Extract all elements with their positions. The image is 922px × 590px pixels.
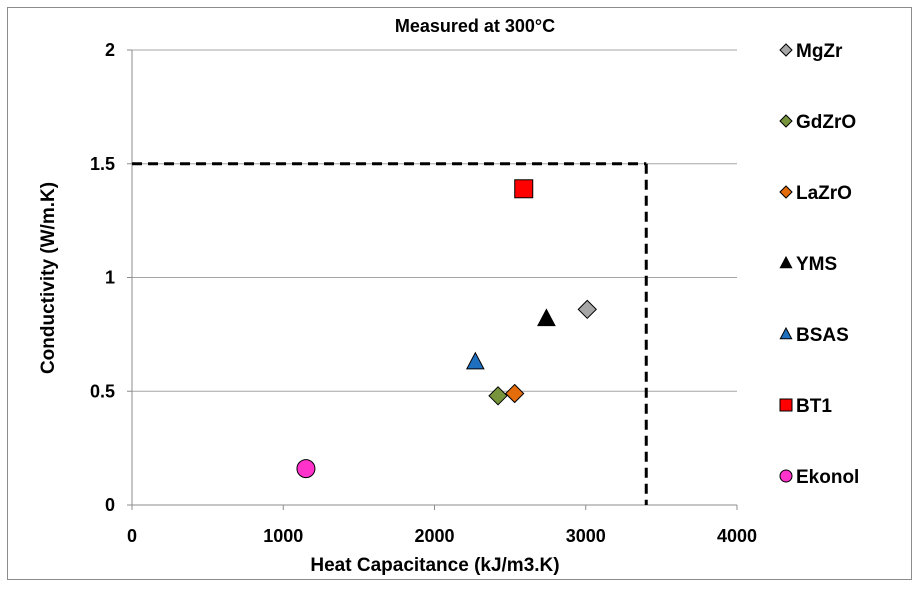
y-tick-label: 0 <box>105 495 115 515</box>
legend-label-bsas: BSAS <box>796 325 849 346</box>
legend-marker-bsas <box>779 326 793 340</box>
axes <box>127 49 738 510</box>
point-gdzro <box>488 386 508 406</box>
x-axis-title: Heat Capacitance (kJ/m3.K) <box>310 555 559 576</box>
point-lazro <box>504 383 525 404</box>
legend-label-gdzro: GdZrO <box>796 112 856 133</box>
limit-box <box>132 162 648 505</box>
data-points <box>296 179 597 479</box>
point-yms <box>537 308 556 327</box>
legend: MgZr GdZrO LaZrO YMS BSAS BT1 Ekonol <box>779 41 859 488</box>
point-mgzr <box>577 299 597 320</box>
legend-marker-mgzr <box>779 43 793 57</box>
x-tick-label: 1000 <box>263 526 303 546</box>
legend-label-lazro: LaZrO <box>796 183 852 204</box>
point-ekonol <box>296 459 316 479</box>
legend-marker-yms <box>779 255 793 269</box>
point-bsas <box>465 351 485 370</box>
legend-label-ekonol: Ekonol <box>796 467 859 488</box>
x-tick-label: 0 <box>127 526 137 546</box>
chart-frame: 0 0.5 1 1.5 2 0 1000 2000 3000 4000 MgZr GdZrO LaZr… <box>7 7 912 580</box>
legend-marker-bt1 <box>779 398 793 412</box>
chart-title: Measured at 300°C <box>395 16 555 36</box>
legend-marker-ekonol <box>779 469 793 483</box>
y-axis-title: Conductivity (W/m.K) <box>38 182 59 374</box>
y-tick-label: 2 <box>105 40 115 60</box>
y-tick-label: 0.5 <box>90 381 115 401</box>
x-tick-label: 2000 <box>414 526 454 546</box>
y-tick-label: 1.5 <box>90 154 115 174</box>
y-tick-label: 1 <box>105 268 115 288</box>
legend-marker-lazro <box>779 185 793 199</box>
scatter-chart: 0 0.5 1 1.5 2 0 1000 2000 3000 4000 MgZr GdZrO LaZr… <box>38 16 859 576</box>
x-tick-label: 3000 <box>566 526 606 546</box>
legend-marker-gdzro <box>779 114 793 128</box>
legend-label-yms: YMS <box>796 254 837 275</box>
point-bt1 <box>514 179 534 199</box>
x-tick-label: 4000 <box>717 526 757 546</box>
legend-label-bt1: BT1 <box>796 396 832 417</box>
legend-label-mgzr: MgZr <box>796 41 843 62</box>
tick-labels: 0 0.5 1 1.5 2 0 1000 2000 3000 4000 <box>90 40 757 546</box>
